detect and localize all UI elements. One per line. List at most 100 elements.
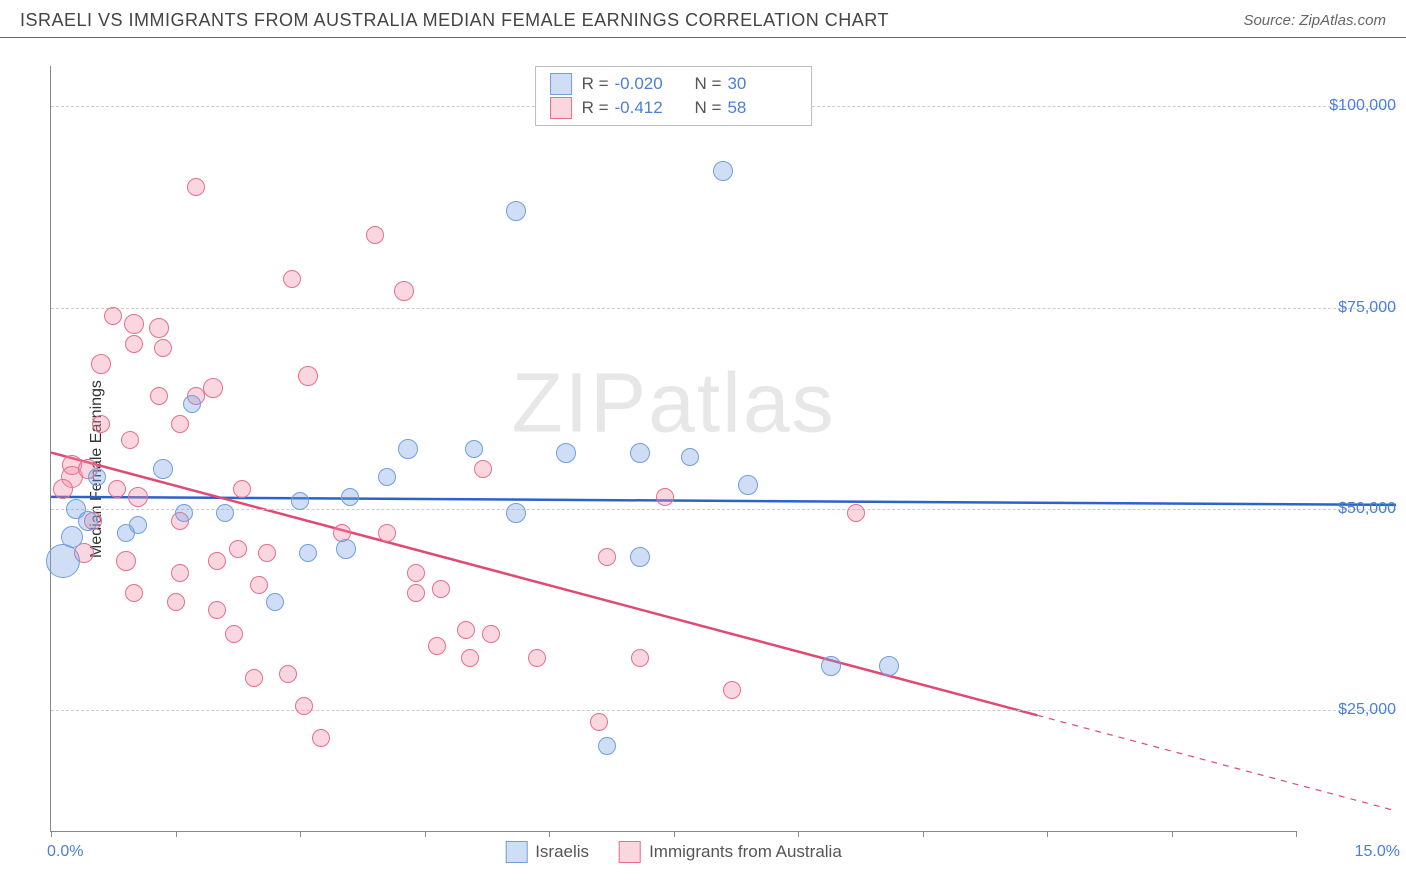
data-point [713,161,733,181]
corr-row-1: R = -0.020 N = 30 [550,73,798,95]
data-point [116,551,136,571]
data-point [630,547,650,567]
data-point [167,593,185,611]
correlation-box: R = -0.020 N = 30 R = -0.412 N = 58 [535,66,813,126]
chart-area: Median Female Earnings ZIPatlas R = -0.0… [0,46,1406,892]
y-tick-label: $100,000 [1306,97,1396,115]
trend-lines [51,66,1296,831]
legend-label-2: Immigrants from Australia [649,842,842,862]
data-point [279,665,297,683]
data-point [216,504,234,522]
x-tick [923,831,924,837]
corr-n-label: N = [695,98,722,118]
y-tick-label: $50,000 [1306,500,1396,518]
data-point [528,649,546,667]
data-point [366,226,384,244]
data-point [154,339,172,357]
data-point [208,601,226,619]
x-tick [549,831,550,837]
data-point [630,443,650,463]
data-point [738,475,758,495]
data-point [465,440,483,458]
corr-r-label: R = [582,74,609,94]
data-point [250,576,268,594]
data-point [208,552,226,570]
trend-line [1037,715,1396,811]
chart-source: Source: ZipAtlas.com [1243,12,1386,29]
corr-r-1: -0.020 [615,74,685,94]
corr-r-label: R = [582,98,609,118]
corr-n-2: 58 [727,98,797,118]
gridline [51,308,1396,309]
data-point [295,697,313,715]
data-point [233,480,251,498]
data-point [336,539,356,559]
data-point [398,439,418,459]
data-point [108,480,126,498]
data-point [266,593,284,611]
data-point [821,656,841,676]
data-point [149,318,169,338]
swatch-series-1 [550,73,572,95]
x-label-min: 0.0% [47,843,83,861]
data-point [341,488,359,506]
corr-n-label: N = [695,74,722,94]
y-tick-label: $25,000 [1306,701,1396,719]
data-point [432,580,450,598]
x-tick [1296,831,1297,837]
data-point [407,584,425,602]
data-point [104,307,122,325]
data-point [78,511,98,531]
legend-item-1: Israelis [505,841,589,863]
legend-swatch-1 [505,841,527,863]
legend-swatch-2 [619,841,641,863]
x-tick [176,831,177,837]
data-point [92,415,110,433]
data-point [598,737,616,755]
chart-header: ISRAELI VS IMMIGRANTS FROM AUSTRALIA MED… [0,0,1406,38]
data-point [150,387,168,405]
data-point [506,503,526,523]
data-point [656,488,674,506]
data-point [879,656,899,676]
data-point [506,201,526,221]
watermark: ZIPatlas [511,354,835,451]
data-point [298,366,318,386]
data-point [394,281,414,301]
data-point [457,621,475,639]
data-point [283,270,301,288]
data-point [171,415,189,433]
data-point [125,584,143,602]
data-point [312,729,330,747]
x-tick [1047,831,1048,837]
data-point [225,625,243,643]
gridline [51,710,1396,711]
data-point [681,448,699,466]
data-point [125,335,143,353]
legend-label-1: Israelis [535,842,589,862]
data-point [128,487,148,507]
corr-r-2: -0.412 [615,98,685,118]
data-point [245,669,263,687]
swatch-series-2 [550,97,572,119]
data-point [598,548,616,566]
data-point [847,504,865,522]
data-point [187,178,205,196]
data-point [299,544,317,562]
legend-item-2: Immigrants from Australia [619,841,842,863]
data-point [428,637,446,655]
data-point [88,468,106,486]
data-point [474,460,492,478]
data-point [556,443,576,463]
data-point [203,378,223,398]
plot-region: ZIPatlas R = -0.020 N = 30 R = -0.412 N … [50,66,1296,832]
data-point [91,354,111,374]
data-point [153,459,173,479]
data-point [171,564,189,582]
data-point [229,540,247,558]
data-point [378,524,396,542]
data-point [723,681,741,699]
x-tick [425,831,426,837]
data-point [53,479,73,499]
data-point [482,625,500,643]
